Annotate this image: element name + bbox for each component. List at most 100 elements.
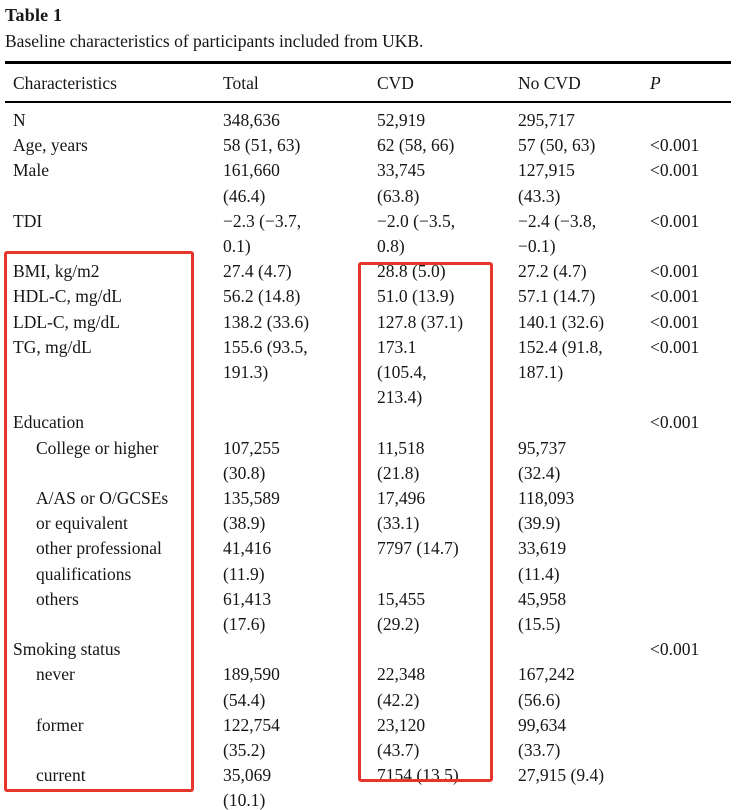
characteristic-cell: Smoking status — [13, 639, 121, 660]
column-header-characteristics: Characteristics — [5, 62, 223, 103]
no-cvd-cell: 99,634 (33.7) — [518, 714, 567, 761]
no-cvd-cell: 27,915 (9.4) — [518, 765, 605, 786]
table-row: Smoking status <0.001 — [5, 637, 731, 662]
total-cell: 348,636 — [223, 110, 280, 130]
no-cvd-cell: 57.1 (14.7) — [518, 286, 596, 307]
table-label: Table 1 — [5, 5, 63, 25]
no-cvd-cell: 152.4 (91.8, 187.1) — [518, 336, 603, 383]
characteristic-cell: LDL-C, mg/dL — [13, 311, 120, 332]
table-caption: Baseline characteristics of participants… — [5, 31, 424, 51]
total-cell: −2.3 (−3.7, 0.1) — [223, 210, 302, 257]
table-row: other professional qualifications 41,416 … — [5, 536, 731, 586]
cvd-cell: 22,348 (42.2) — [377, 664, 426, 710]
total-cell: 161,660 (46.4) — [223, 160, 280, 206]
cvd-cell: −2.0 (−3.5, 0.8) — [377, 210, 456, 257]
characteristic-cell: HDL-C, mg/dL — [13, 286, 122, 307]
table-row: HDL-C, mg/dL 56.2 (14.8) 51.0 (13.9) 57.1 (… — [5, 284, 731, 309]
p-cell: <0.001 — [650, 639, 700, 660]
cvd-cell: 23,120 (43.7) — [377, 714, 426, 761]
characteristic-cell: TDI — [13, 210, 43, 231]
table-row: College or higher 107,255 (30.8) 11,518 (2… — [5, 436, 731, 486]
total-cell: 122,754 (35.2) — [223, 714, 280, 761]
cvd-cell: 17,496 (33.1) — [377, 488, 426, 534]
characteristic-cell: former — [36, 714, 84, 735]
characteristic-cell: TG, mg/dL — [13, 336, 92, 357]
cvd-cell: 127.8 (37.1) — [377, 311, 464, 332]
p-cell — [650, 102, 731, 133]
total-cell: 41,416 (11.9) — [223, 538, 272, 584]
characteristic-cell: Education — [13, 412, 84, 433]
column-header-cvd: CVD — [377, 62, 518, 103]
table-body: N 348,636 52,919 295,717 Age, years 58 (51, 6… — [5, 102, 731, 810]
total-cell: 107,255 (30.8) — [223, 437, 280, 483]
total-cell: 56.2 (14.8) — [223, 286, 301, 307]
column-header-p: P — [650, 62, 731, 103]
characteristic-cell: Age, years — [13, 135, 88, 156]
total-cell: 135,589 (38.9) — [223, 488, 280, 534]
p-cell — [650, 536, 731, 586]
no-cvd-cell: −2.4 (−3.8, −0.1) — [518, 210, 597, 257]
total-cell: 61,413 (17.6) — [223, 588, 272, 635]
header-row: Characteristics Total CVD No CVD P — [5, 62, 731, 103]
table-row: TDI −2.3 (−3.7, 0.1) −2.0 (−3.5, 0.8) −2.4 … — [5, 209, 731, 259]
no-cvd-cell: 118,093 (39.9) — [518, 488, 575, 534]
table-row: N 348,636 52,919 295,717 — [5, 102, 731, 133]
no-cvd-cell: 295,717 — [518, 110, 575, 130]
cvd-cell — [377, 637, 518, 662]
table-row: others 61,413 (17.6) 15,455 (29.2) 45,958 (… — [5, 587, 731, 637]
p-cell: <0.001 — [650, 286, 700, 307]
p-cell: <0.001 — [650, 160, 700, 181]
characteristic-cell: Male — [13, 160, 49, 181]
total-cell: 155.6 (93.5, 191.3) — [223, 336, 308, 383]
cvd-cell: 62 (58, 66) — [377, 135, 455, 156]
table-row: Education <0.001 — [5, 410, 731, 435]
no-cvd-cell: 27.2 (4.7) — [518, 261, 587, 282]
characteristic-cell: BMI, kg/m2 — [13, 261, 100, 282]
column-header-no-cvd: No CVD — [518, 62, 650, 103]
characteristic-cell: N — [13, 110, 26, 130]
p-cell: <0.001 — [650, 135, 700, 156]
characteristic-cell: other professional qualifications — [36, 538, 162, 584]
p-cell: <0.001 — [650, 311, 700, 332]
characteristic-cell: others — [36, 588, 79, 609]
total-cell — [223, 637, 377, 662]
no-cvd-cell: 140.1 (32.6) — [518, 311, 605, 332]
cvd-cell: 11,518 (21.8) — [377, 437, 425, 483]
characteristic-cell: current — [36, 765, 86, 786]
cvd-cell: 7797 (14.7) — [377, 538, 459, 559]
cvd-cell — [377, 410, 518, 435]
no-cvd-cell: 57 (50, 63) — [518, 135, 596, 156]
total-cell: 27.4 (4.7) — [223, 261, 292, 282]
table-row: former 122,754 (35.2) 23,120 (43.7) 99,634 … — [5, 713, 731, 763]
no-cvd-cell — [518, 410, 650, 435]
p-cell: <0.001 — [650, 261, 700, 282]
total-cell: 189,590 (54.4) — [223, 664, 280, 710]
no-cvd-cell: 45,958 (15.5) — [518, 588, 567, 635]
cvd-cell: 28.8 (5.0) — [377, 261, 446, 282]
table-row: A/AS or O/GCSEs or equivalent 135,589 (38… — [5, 486, 731, 536]
p-cell: <0.001 — [650, 336, 700, 357]
table-row: Male 161,660 (46.4) 33,745 (63.8) 127,915 (… — [5, 158, 731, 208]
characteristic-cell: College or higher — [36, 437, 159, 458]
cvd-cell: 7154 (13.5) — [377, 765, 459, 786]
table-row: current 35,069 (10.1) 7154 (13.5) 27,915 (9… — [5, 763, 731, 810]
characteristic-cell: A/AS or O/GCSEs or equivalent — [36, 488, 169, 534]
p-cell — [650, 662, 731, 712]
total-cell: 58 (51, 63) — [223, 135, 301, 156]
total-cell: 35,069 (10.1) — [223, 765, 272, 810]
total-cell — [223, 410, 377, 435]
p-cell — [650, 763, 731, 810]
p-cell — [650, 713, 731, 763]
no-cvd-cell: 95,737 (32.4) — [518, 437, 567, 483]
baseline-characteristics-table: Characteristics Total CVD No CVD P N 348,… — [5, 61, 731, 810]
cvd-cell: 51.0 (13.9) — [377, 286, 455, 307]
cvd-cell: 33,745 (63.8) — [377, 160, 426, 206]
p-cell: <0.001 — [650, 210, 700, 231]
column-header-total: Total — [223, 62, 377, 103]
table-row: Age, years 58 (51, 63) 62 (58, 66) 57 (50, … — [5, 133, 731, 158]
p-cell — [650, 436, 731, 486]
table-row: LDL-C, mg/dL 138.2 (33.6) 127.8 (37.1) 140.… — [5, 310, 731, 335]
p-cell: <0.001 — [650, 412, 700, 433]
p-cell — [650, 587, 731, 637]
table-row: BMI, kg/m2 27.4 (4.7) 28.8 (5.0) 27.2 (4.7)… — [5, 259, 731, 284]
